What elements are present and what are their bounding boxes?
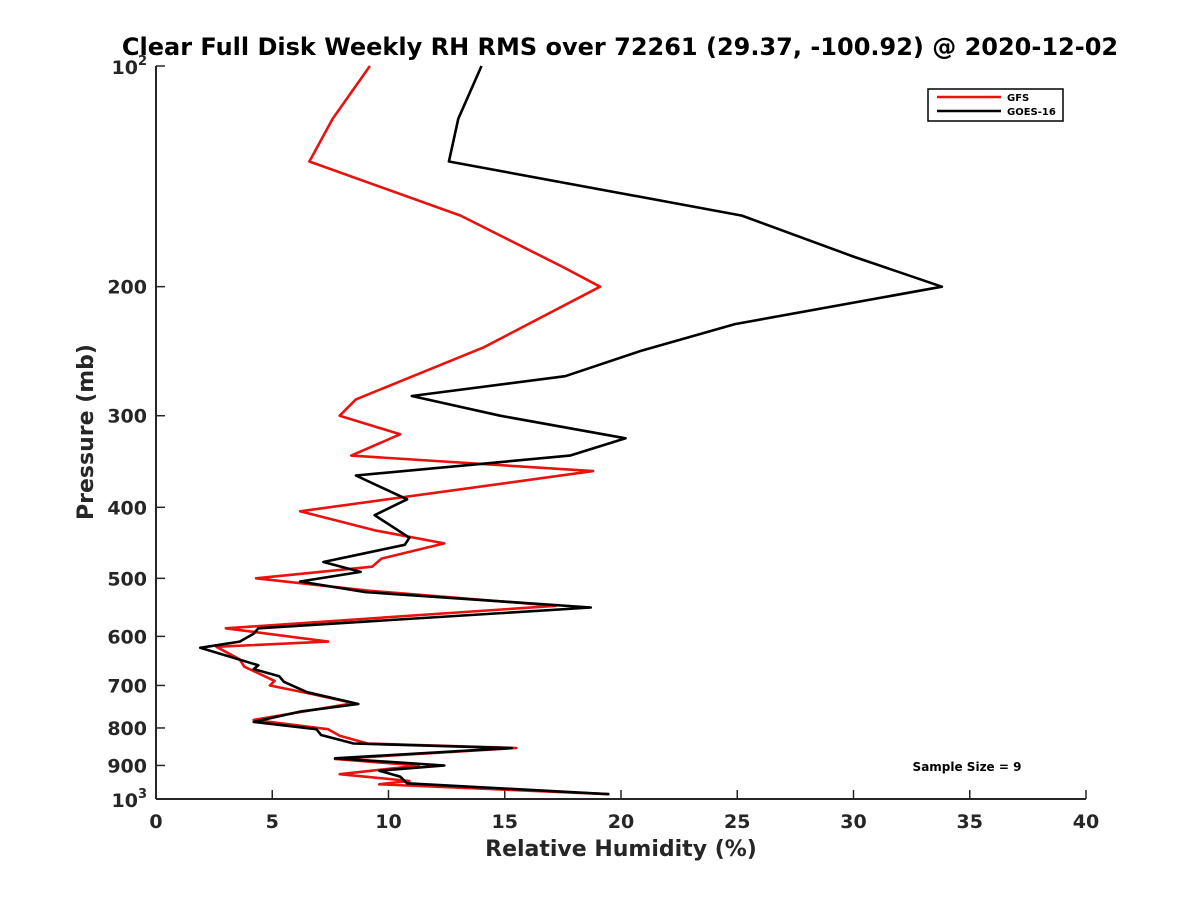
y-tick-label: 500	[107, 568, 147, 590]
y-tick-label: 400	[107, 497, 147, 519]
y-tick-label: 800	[107, 718, 147, 740]
legend-label-goes16: GOES-16	[1007, 107, 1056, 118]
legend: GFS GOES-16	[927, 88, 1064, 122]
x-tick-label: 15	[492, 811, 518, 833]
x-axis-label: Relative Humidity (%)	[485, 837, 757, 862]
x-tick-label: 30	[840, 811, 866, 833]
y-axis-label: Pressure (mb)	[74, 344, 99, 520]
series-lines	[198, 65, 944, 796]
tick-exponent: 3	[138, 787, 147, 802]
y-tick-label: 600	[107, 626, 147, 648]
y-tick-label: 300	[107, 406, 147, 428]
x-tick-label: 25	[724, 811, 750, 833]
y-tick-label: 900	[107, 755, 147, 777]
tick-exponent: 2	[138, 54, 147, 69]
y-tick-label: 200	[107, 277, 147, 299]
tick-base: 10	[112, 790, 138, 812]
tick-base: 10	[112, 57, 138, 79]
x-tick-label: 0	[149, 811, 162, 833]
plot-background	[156, 66, 1086, 799]
chart-title: Clear Full Disk Weekly RH RMS over 72261…	[122, 33, 1118, 61]
series-line-goes16	[198, 65, 944, 796]
x-tick-label: 35	[957, 811, 983, 833]
x-ticks: 0 5 10 15 20 25 30 35 40	[149, 790, 1099, 833]
y-tick-label-power: 102	[112, 54, 148, 79]
y-tick-label: 700	[107, 675, 147, 697]
y-tick-label-power: 103	[112, 787, 148, 812]
x-tick-label: 20	[608, 811, 634, 833]
plot-area: 0 5 10 15 20 25 30 35 40 10220030040050060070080…	[107, 54, 1099, 833]
sample-size-annotation: Sample Size = 9	[913, 760, 1022, 774]
legend-label-gfs: GFS	[1007, 93, 1029, 104]
x-tick-label: 40	[1073, 811, 1099, 833]
legend-box	[927, 88, 1064, 122]
x-tick-label: 10	[375, 811, 401, 833]
x-tick-label: 5	[266, 811, 279, 833]
